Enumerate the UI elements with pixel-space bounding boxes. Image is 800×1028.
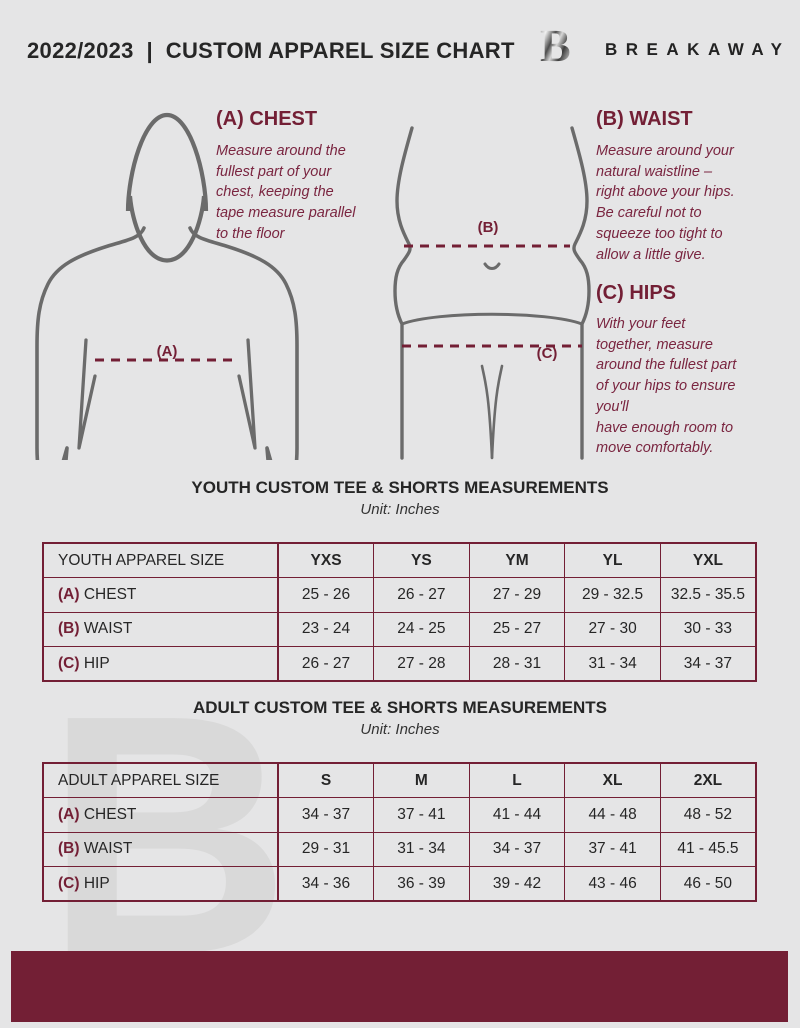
- svg-text:B: B: [540, 26, 571, 71]
- svg-text:BREAKAWAY: BREAKAWAY: [605, 40, 790, 59]
